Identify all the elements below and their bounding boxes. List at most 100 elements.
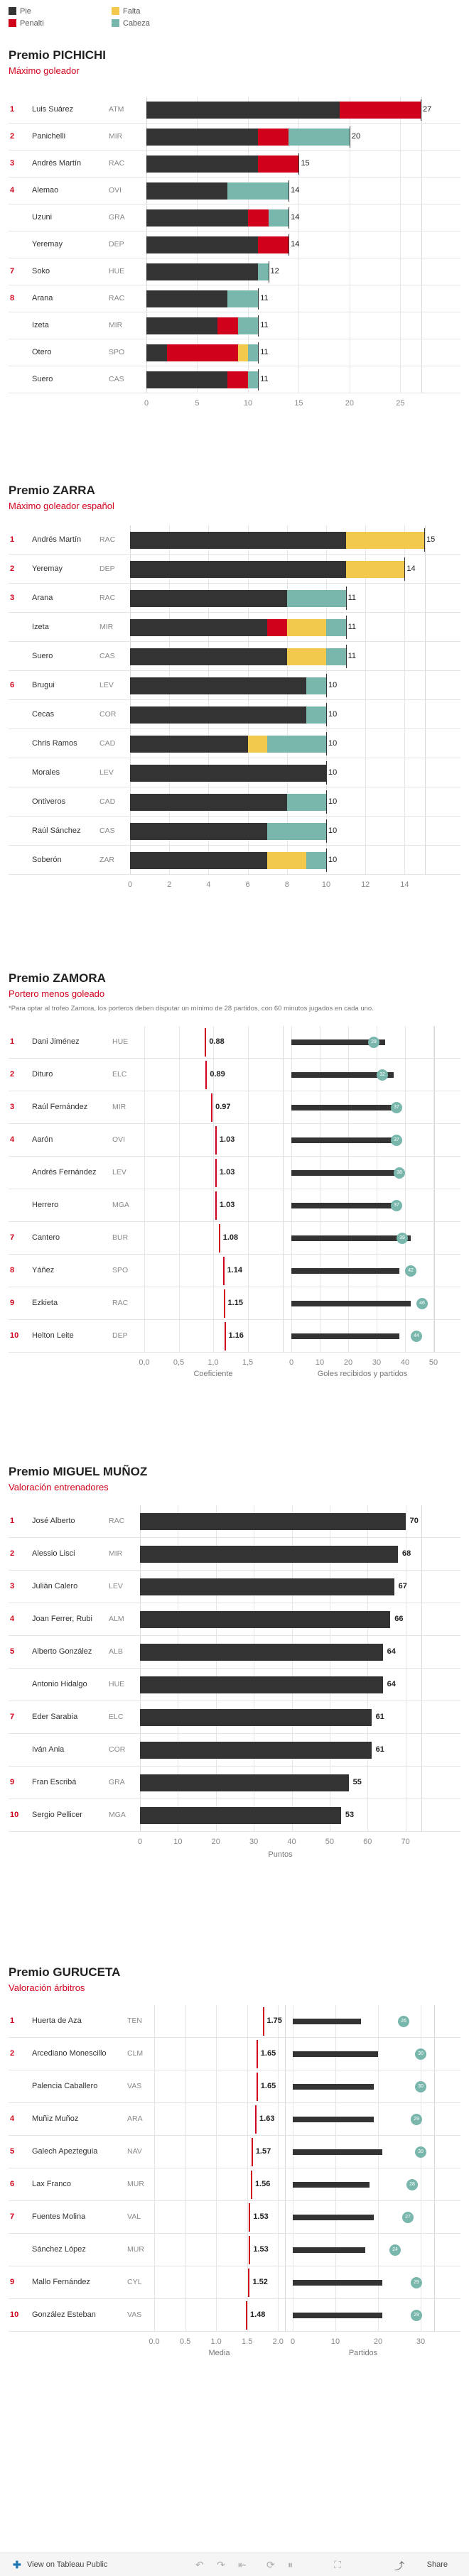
coefficient-marker (256, 2073, 258, 2101)
team-code: DEP (99, 564, 115, 573)
team-code: GRA (109, 1778, 125, 1786)
matches-dot: 27 (402, 2212, 414, 2223)
matches-dot: 46 (416, 1298, 428, 1309)
left-tick-label: 1.0 (210, 2337, 222, 2346)
player-name: Eder Sarabia (32, 1713, 78, 1721)
row-divider (9, 150, 460, 151)
matches-dot: 28 (406, 2179, 418, 2190)
team-code: MIR (112, 1103, 126, 1111)
row-divider (9, 670, 460, 671)
total-value-label: 14 (291, 213, 300, 222)
row-divider (9, 2298, 460, 2299)
row-divider (9, 583, 460, 584)
refresh-icon[interactable]: ⟳ (266, 2559, 275, 2570)
player-name: Fran Escribá (32, 1778, 77, 1786)
right-axis-label: Goles recibidos y partidos (317, 1370, 408, 1378)
goals-bar (291, 1170, 402, 1176)
row-divider (9, 2233, 460, 2234)
coefficient-value: 1.53 (253, 2245, 269, 2254)
chart-subtitle: Portero menos goleado (9, 988, 105, 999)
legend-label: Penalti (20, 19, 44, 28)
team-code: GRA (109, 213, 125, 222)
row-divider (9, 2200, 460, 2201)
x-tick-label: 10 (243, 399, 253, 408)
table-row: 9 Mallo Fernández CYL 1.52 29 (0, 2266, 469, 2299)
rank-number: 10 (10, 2310, 19, 2319)
table-row: 10 González Esteban VAS 1.48 29 (0, 2299, 469, 2332)
coefficient-value: 1.65 (260, 2082, 276, 2090)
value-label: 61 (375, 1745, 384, 1754)
team-code: ELC (109, 1713, 124, 1721)
goals-bar (293, 2215, 374, 2220)
legend-swatch (9, 19, 16, 27)
bar-segment-pie (130, 648, 287, 665)
row-divider (9, 177, 460, 178)
right-tick-label: 10 (315, 1358, 325, 1367)
gridline (144, 1026, 145, 1353)
table-row: Suero CAS 11 (0, 642, 469, 671)
coefficient-marker (211, 1093, 213, 1122)
redo-icon[interactable]: ↷ (217, 2559, 225, 2570)
table-row: 6 Brugui LEV 10 (0, 671, 469, 700)
total-value-label: 14 (291, 240, 300, 249)
matches-dot: 37 (391, 1135, 402, 1146)
table-row: 3 Raúl Fernández MIR 0.97 37 (0, 1091, 469, 1124)
team-code: MUR (127, 2245, 144, 2254)
gridline (247, 1026, 249, 1353)
goals-bar (293, 2313, 382, 2318)
reference-line (326, 703, 327, 726)
gridline (286, 525, 288, 875)
coefficient-marker (249, 2236, 251, 2264)
value-bar (140, 1676, 383, 1693)
player-name: Fuentes Molina (32, 2212, 86, 2221)
table-row: 10 Sergio Pellicer MGA 53 (0, 1799, 469, 1832)
player-name: Aarón (32, 1135, 53, 1144)
chart-title: Premio GURUCETA (9, 1965, 121, 1979)
table-row: 6 Lax Franco MUR 1.56 28 (0, 2168, 469, 2201)
player-name: Andrés Martín (32, 159, 82, 168)
rank-number: 9 (10, 1299, 15, 1307)
coefficient-value: 1.08 (222, 1233, 239, 1242)
matches-dot: 37 (391, 1102, 402, 1113)
undo-icon[interactable]: ↶ (195, 2559, 204, 2570)
bar-segment-falta (345, 560, 405, 578)
pause-icon[interactable]: ⏸ (288, 2559, 293, 2570)
player-name: Dani Jiménez (32, 1037, 80, 1046)
coefficient-marker (215, 1159, 217, 1187)
player-name: Ezkieta (32, 1299, 58, 1307)
total-value-label: 10 (328, 709, 338, 719)
coefficient-marker (249, 2203, 251, 2232)
goals-bar (293, 2084, 374, 2090)
total-value-label: 10 (328, 855, 338, 864)
revert-icon[interactable]: ⇤ (238, 2559, 247, 2570)
team-code: RAC (109, 1517, 125, 1525)
rank-number: 1 (10, 1517, 15, 1525)
team-code: DEP (109, 240, 124, 249)
view-on-tableau-link[interactable]: View on Tableau Public (27, 2560, 108, 2569)
bar-segment-cabeza (326, 648, 346, 665)
fullscreen-icon[interactable]: ⛶ (334, 2559, 341, 2570)
goals-bar (293, 2117, 374, 2122)
left-tick-label: 0,5 (173, 1358, 185, 1367)
gridline (185, 2005, 186, 2332)
bar-segment-pie (130, 677, 307, 694)
player-name: Cantero (32, 1233, 60, 1242)
value-label: 66 (394, 1615, 404, 1623)
team-code: CAS (99, 651, 115, 660)
player-name: Soko (32, 267, 50, 275)
x-tick-label: 25 (396, 399, 405, 408)
legend-item-falta: Falta (112, 7, 140, 16)
team-code: CAD (99, 797, 116, 806)
value-label: 70 (409, 1517, 419, 1525)
x-tick-label: 20 (211, 1838, 220, 1846)
coefficient-value: 1.14 (227, 1266, 242, 1275)
rank-number: 4 (10, 1135, 15, 1144)
bar-segment-penalti (166, 344, 238, 361)
share-button[interactable]: Share (426, 2560, 448, 2569)
table-row: Chris Ramos CAD 10 (0, 729, 469, 758)
bar-segment-pie (130, 531, 346, 549)
value-label: 55 (352, 1778, 362, 1786)
gridline (291, 1026, 292, 1353)
team-code: RAC (99, 535, 116, 544)
player-name: Lax Franco (32, 2180, 72, 2188)
